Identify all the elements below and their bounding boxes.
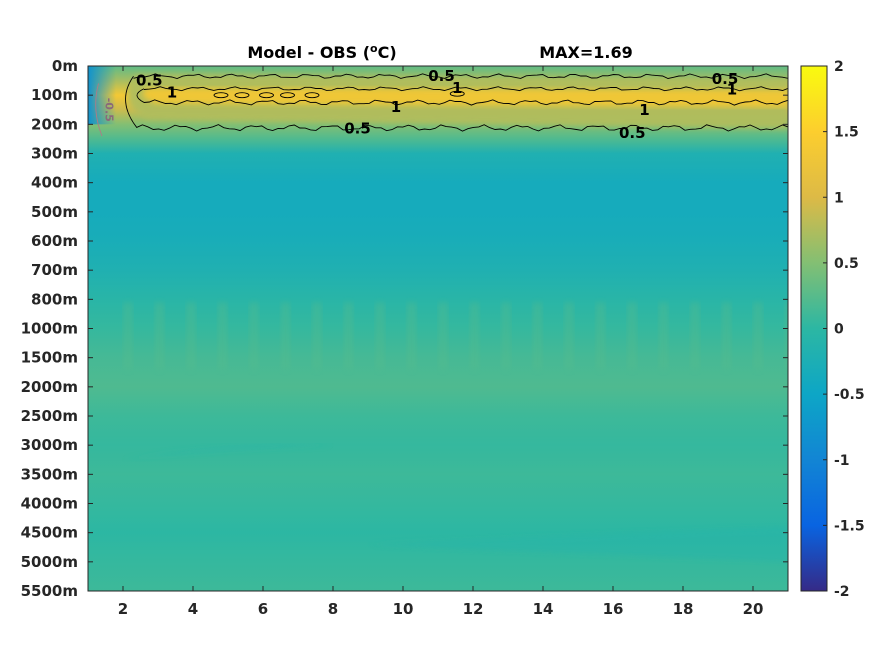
texture-streak xyxy=(406,302,417,370)
colorbar-tick-label: -2 xyxy=(834,584,850,600)
deep-cool-wedge xyxy=(368,526,788,562)
x-tick-label: 20 xyxy=(743,600,764,618)
y-axis: 0m 100m 200m 300m 400m 500m 600m 700m 800m 1000m 1… xyxy=(21,57,788,600)
contour-lines xyxy=(95,73,788,137)
y-tick-label: 5000m xyxy=(21,553,78,571)
texture-streak xyxy=(154,302,165,370)
y-tick-label: 1000m xyxy=(21,320,78,338)
texture-streak xyxy=(501,302,511,370)
texture-streak xyxy=(312,302,322,370)
x-tick-label: 18 xyxy=(673,600,694,618)
y-tick-label: 1500m xyxy=(21,349,78,367)
y-tick-label: 800m xyxy=(31,290,78,308)
colorbar-tick-label: 0.5 xyxy=(834,256,859,272)
colorbar-tick-label: 1 xyxy=(834,190,844,206)
contour-closed-loop xyxy=(449,90,465,97)
texture-streak xyxy=(249,302,259,370)
texture-streak xyxy=(123,302,133,370)
texture-streak xyxy=(186,302,196,370)
contour-label: 0.5 xyxy=(344,120,371,138)
y-tick-label: 500m xyxy=(31,203,78,221)
x-tick-label: 12 xyxy=(463,600,484,618)
y-tick-label: 2500m xyxy=(21,407,78,425)
contour-label: 1 xyxy=(167,83,177,101)
colorbar-tick-label: 1.5 xyxy=(834,125,859,141)
y-tick-label: 3000m xyxy=(21,436,78,454)
deep-cool-tongue xyxy=(123,444,333,460)
texture-streak xyxy=(721,302,732,370)
texture-streak xyxy=(375,302,385,370)
contour-label: 1 xyxy=(639,101,649,119)
colorbar-tick-label: 0 xyxy=(834,322,844,338)
texture-streak xyxy=(658,302,669,370)
y-tick-label: 5500m xyxy=(21,582,78,600)
y-tick-label: 0m xyxy=(52,57,78,75)
x-tick-label: 4 xyxy=(188,600,198,618)
warm-band-core xyxy=(142,87,788,108)
plot-area xyxy=(88,66,788,591)
contour-label: 0.5 xyxy=(428,67,455,85)
y-tick-label: 400m xyxy=(31,174,78,192)
y-tick-label: 600m xyxy=(31,232,78,250)
texture-streak xyxy=(784,302,788,370)
colorbar-tick-label: -1 xyxy=(834,453,850,469)
chart-title: Model - OBS (oC) xyxy=(247,42,396,62)
texture-streak xyxy=(532,302,543,370)
texture-streak xyxy=(217,302,228,370)
contour-1-upper xyxy=(143,86,788,92)
contour-1-west-cap xyxy=(136,88,145,103)
x-tick-label: 10 xyxy=(393,600,414,618)
texture-streak xyxy=(627,302,637,370)
contour-closed-loop xyxy=(259,92,274,99)
x-tick-label: 2 xyxy=(118,600,128,618)
colorbar-tick-label: -1.5 xyxy=(834,518,865,534)
texture-streak xyxy=(280,302,291,370)
contour-label: 1 xyxy=(452,79,462,97)
colorbar-fill xyxy=(801,66,827,591)
texture-streak xyxy=(343,302,354,370)
x-axis: 2 4 6 8 10 12 14 16 18 20 xyxy=(118,66,764,618)
contour-0.5-upper xyxy=(133,73,788,79)
texture-streak xyxy=(595,302,606,370)
contour-closed-loop xyxy=(213,92,229,99)
texture-streak xyxy=(469,302,480,370)
x-tick-label: 6 xyxy=(258,600,268,618)
x-tick-label: 14 xyxy=(533,600,554,618)
y-tick-label: 300m xyxy=(31,145,78,163)
contour-0.5-west-cap xyxy=(125,75,138,129)
contour-label: 1 xyxy=(391,98,401,116)
contour-label-negative: -0.5 xyxy=(103,98,116,122)
contour-0.5-lower xyxy=(136,124,788,132)
y-tick-label: 4000m xyxy=(21,495,78,513)
contour-label: 0.5 xyxy=(136,72,163,90)
y-tick-label: 700m xyxy=(31,261,78,279)
colorbar-ticks: 2 1.5 1 0.5 0 -0.5 -1 -1.5 -2 xyxy=(823,59,865,600)
x-tick-label: 16 xyxy=(603,600,624,618)
contour-label: 0.5 xyxy=(712,70,739,88)
contour-closed-loop xyxy=(234,92,250,99)
x-tick-label: 8 xyxy=(328,600,338,618)
contour-closed-loop xyxy=(304,92,320,99)
texture-streak xyxy=(753,302,763,370)
colorbar: 2 1.5 1 0.5 0 -0.5 -1 -1.5 -2 xyxy=(800,59,865,600)
contour-neg0.5 xyxy=(95,83,103,137)
texture-streak xyxy=(438,302,448,370)
y-tick-label: 2000m xyxy=(21,378,78,396)
texture-streak xyxy=(564,302,574,370)
contour-label: 0.5 xyxy=(619,124,646,142)
max-annotation: MAX=1.69 xyxy=(539,43,633,62)
contour-1-lower xyxy=(143,99,788,106)
contour-closed-loop xyxy=(280,92,295,99)
contour-label: 1 xyxy=(727,80,737,98)
contour-labels: 0.510.51 0.511 10.5 0.5-0.5 xyxy=(103,67,739,142)
y-tick-label: 4500m xyxy=(21,524,78,542)
y-tick-label: 100m xyxy=(31,86,78,104)
colorbar-tick-label: -0.5 xyxy=(834,387,865,403)
y-tick-label: 3500m xyxy=(21,465,78,483)
texture-streak xyxy=(690,302,700,370)
y-tick-label: 200m xyxy=(31,115,78,133)
colorbar-tick-label: 2 xyxy=(834,59,844,75)
